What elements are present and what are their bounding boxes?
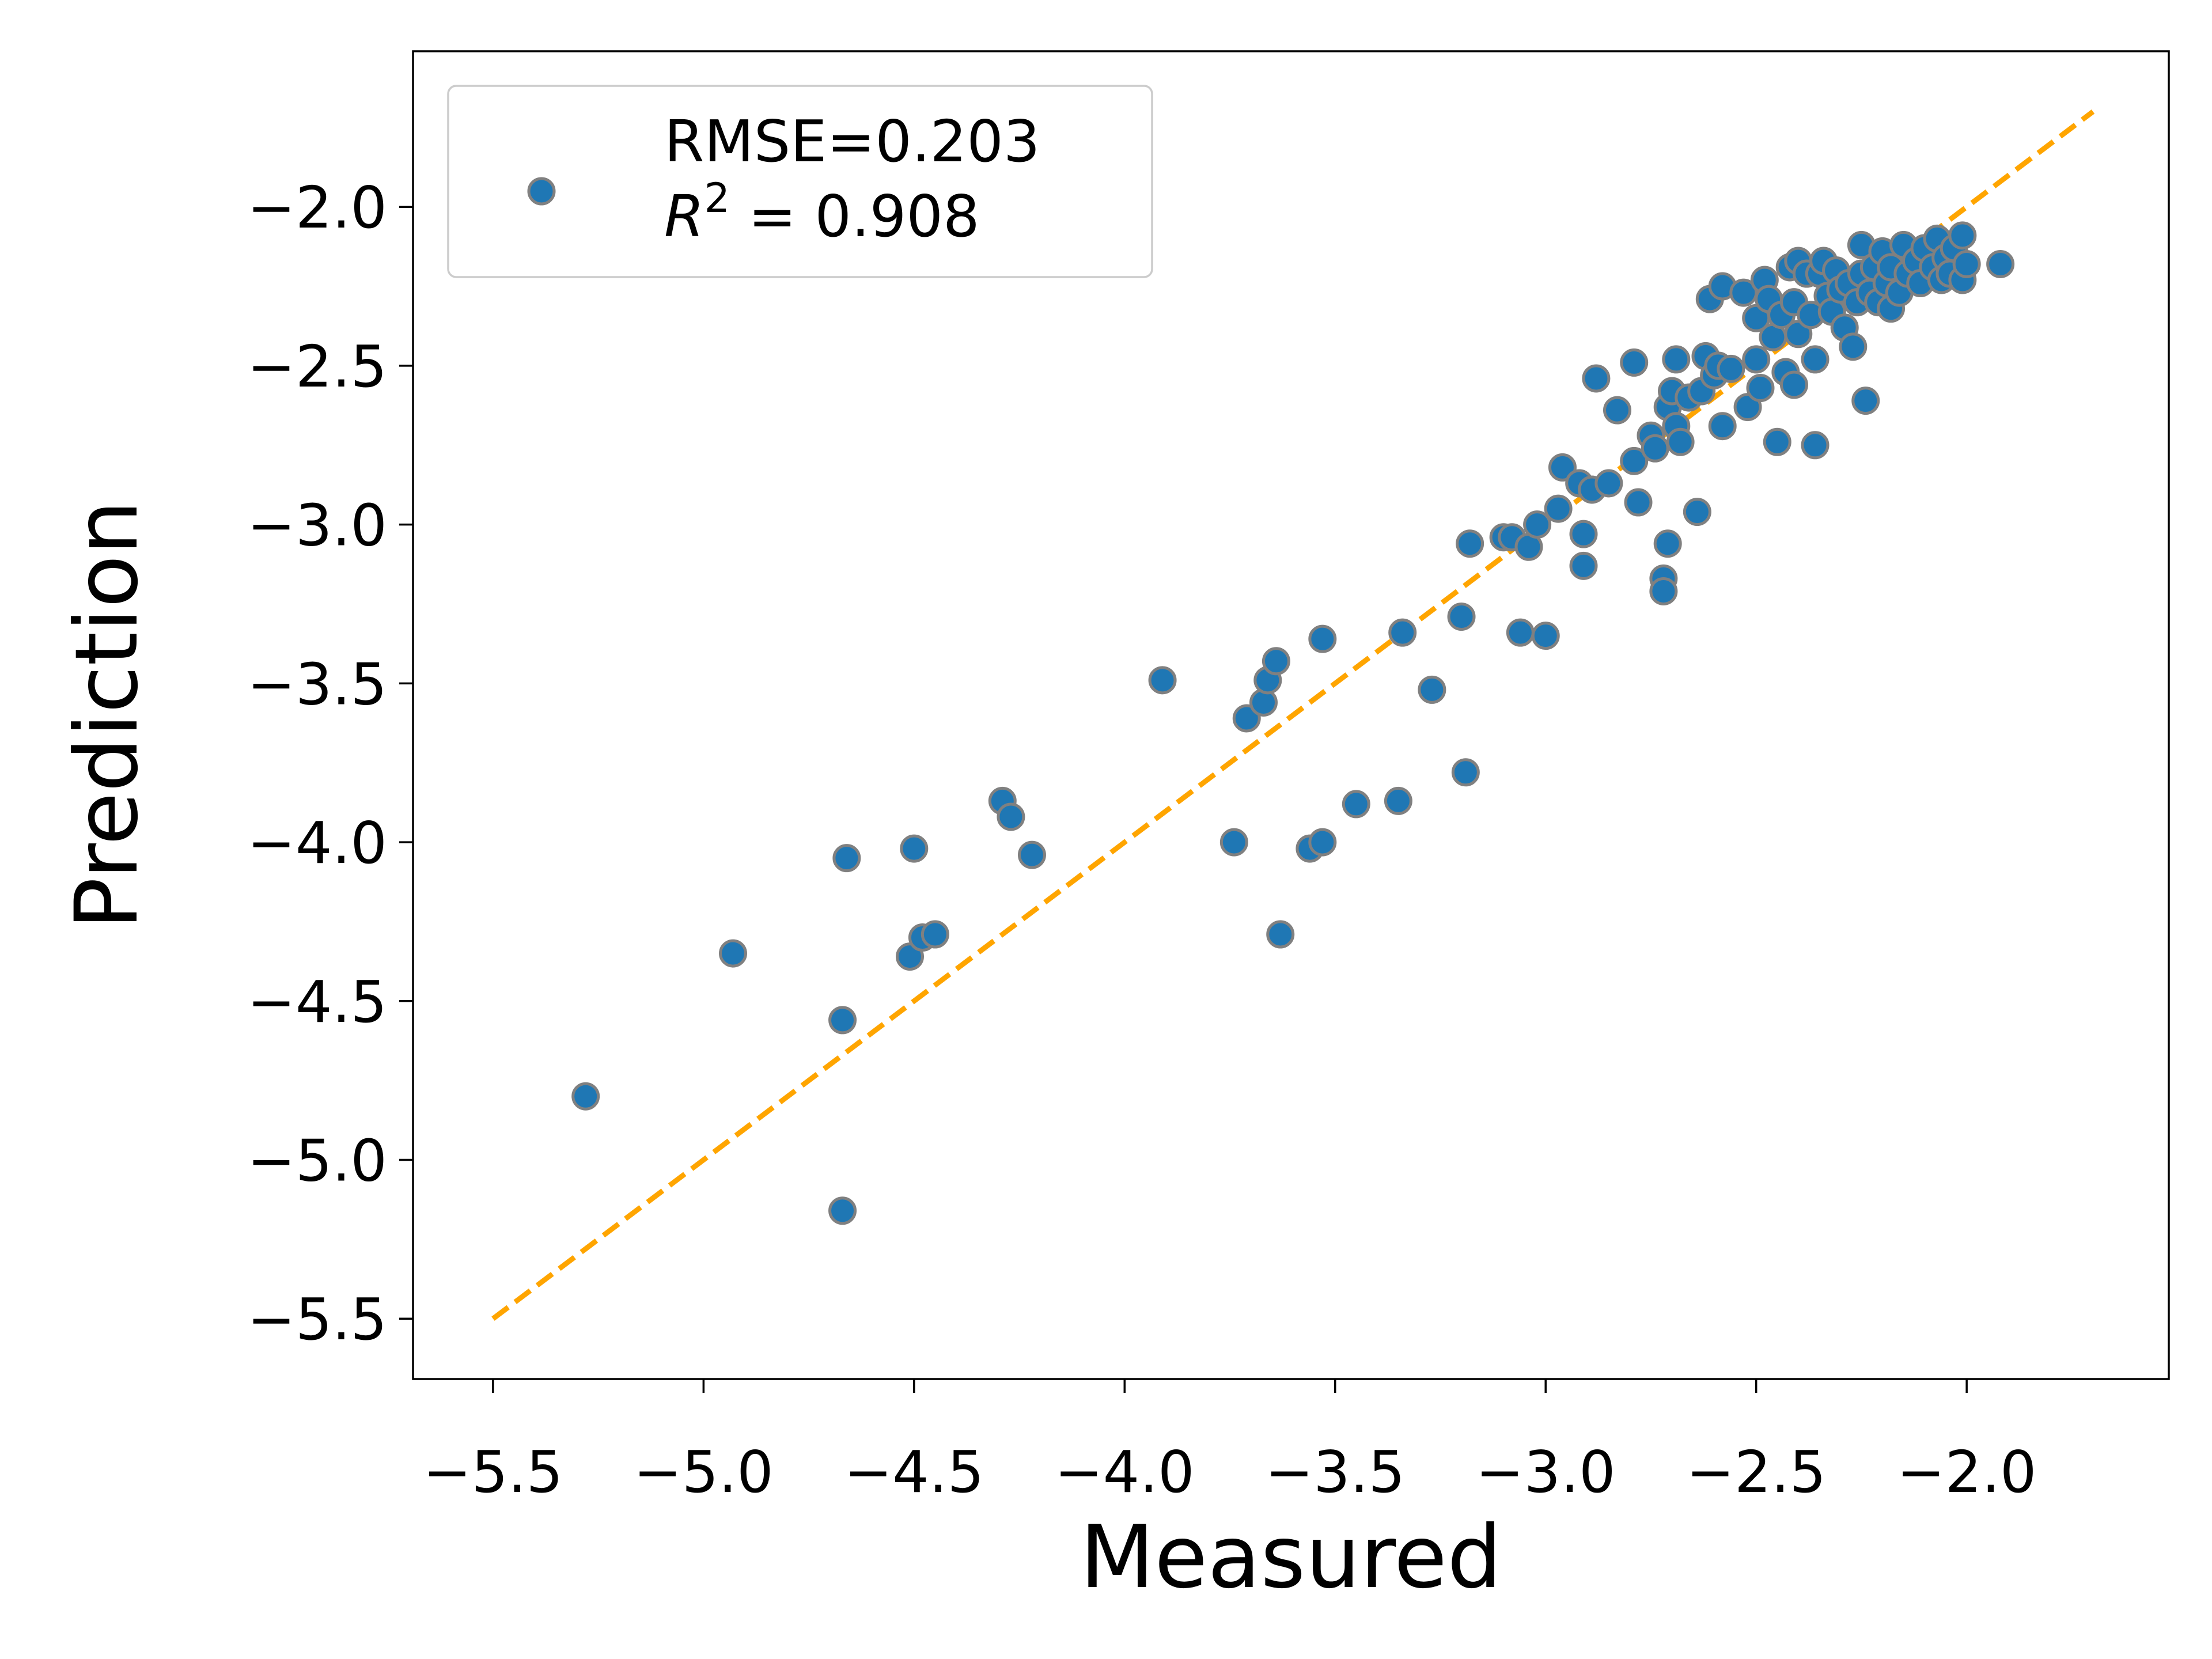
data-point [1784, 320, 1813, 349]
data-point [1733, 393, 1762, 422]
x-tick-label: −4.0 [1055, 1438, 1195, 1506]
legend: RMSE=0.203 R2 = 0.908 [447, 85, 1153, 278]
data-point [1839, 332, 1868, 361]
x-tick-label: −5.0 [634, 1438, 774, 1506]
data-point [1569, 520, 1598, 548]
data-point [1451, 758, 1480, 787]
y-tick-label: −3.5 [247, 650, 387, 718]
data-point [1342, 790, 1370, 819]
x-tick-label: −3.0 [1476, 1438, 1616, 1506]
data-point [1708, 412, 1737, 441]
data-point [1148, 666, 1177, 695]
data-point [1388, 618, 1417, 647]
data-point [1624, 488, 1653, 517]
data-point [1262, 647, 1290, 676]
data-point [1232, 704, 1261, 733]
data-point [1418, 675, 1446, 704]
y-tick-label: −2.0 [247, 174, 387, 241]
data-point [719, 939, 748, 968]
legend-r2-symbol: R [664, 183, 704, 250]
data-point [1666, 427, 1695, 456]
data-point [896, 942, 925, 971]
data-point [1594, 469, 1623, 498]
data-point [1851, 387, 1880, 415]
data-point [1582, 364, 1611, 393]
data-point [1742, 345, 1771, 374]
data-point [1544, 494, 1573, 523]
legend-rmse-label: RMSE=0.203 [664, 108, 1040, 175]
data-point [828, 1006, 857, 1035]
data-point [832, 844, 861, 873]
legend-r2-superscript: 2 [704, 175, 730, 222]
data-point [1456, 529, 1484, 558]
y-tick-label: −4.5 [247, 968, 387, 1036]
x-tick-label: −5.5 [423, 1438, 563, 1506]
data-point [1266, 920, 1295, 949]
y-axis-ticks: −5.5 −5.0 −4.5 −4.0 −3.5 −3.0 −2.5 −2.0 [247, 174, 413, 1353]
data-point [1986, 249, 2015, 278]
data-point [997, 802, 1025, 831]
data-point [1952, 249, 1981, 278]
data-point [1506, 618, 1535, 647]
x-tick-label: −2.5 [1686, 1438, 1826, 1506]
y-tick-label: −5.0 [247, 1127, 387, 1195]
data-point [1662, 345, 1691, 374]
data-point [1219, 828, 1248, 857]
data-point [1447, 603, 1476, 631]
data-point [1649, 577, 1678, 605]
x-tick-label: −3.5 [1265, 1438, 1405, 1506]
data-point [1017, 840, 1046, 869]
legend-marker [527, 177, 556, 206]
data-point [828, 1196, 857, 1225]
x-axis-label: Measured [1080, 1508, 1502, 1608]
y-tick-label: −5.5 [247, 1286, 387, 1353]
data-point [1801, 345, 1830, 374]
data-point [900, 834, 929, 863]
legend-r2-value: = 0.908 [730, 183, 980, 250]
data-points [571, 221, 2015, 1225]
data-point [1531, 622, 1560, 650]
data-point [1801, 431, 1830, 460]
data-point [1569, 551, 1598, 580]
legend-box [447, 85, 1153, 278]
legend-r2-label: R2 = 0.908 [664, 175, 980, 250]
data-point [1717, 354, 1745, 383]
y-tick-label: −3.0 [247, 492, 387, 559]
data-point [1384, 786, 1412, 815]
data-point [1620, 348, 1649, 377]
plot-frame [412, 50, 2170, 1380]
data-point [1746, 374, 1775, 403]
data-point [1763, 427, 1791, 456]
data-point [1308, 624, 1337, 653]
x-tick-label: −4.5 [844, 1438, 984, 1506]
data-point [1523, 510, 1552, 539]
y-axis-label: Prediction [57, 500, 157, 929]
data-point [921, 920, 949, 949]
data-point [1308, 828, 1337, 857]
data-point [1653, 529, 1682, 558]
x-axis-ticks: −5.5 −5.0 −4.5 −4.0 −3.5 −3.0 −2.5 −2.0 [423, 1379, 2037, 1506]
data-point [1683, 498, 1711, 527]
data-point [1641, 434, 1669, 463]
data-point [1948, 221, 1977, 250]
data-point [1603, 396, 1631, 425]
data-point [1779, 370, 1808, 399]
data-point [1548, 453, 1577, 482]
y-tick-label: −2.5 [247, 333, 387, 400]
y-tick-label: −4.0 [247, 809, 387, 877]
data-point [1620, 446, 1649, 475]
x-tick-label: −2.0 [1897, 1438, 2037, 1506]
data-point [571, 1082, 600, 1111]
